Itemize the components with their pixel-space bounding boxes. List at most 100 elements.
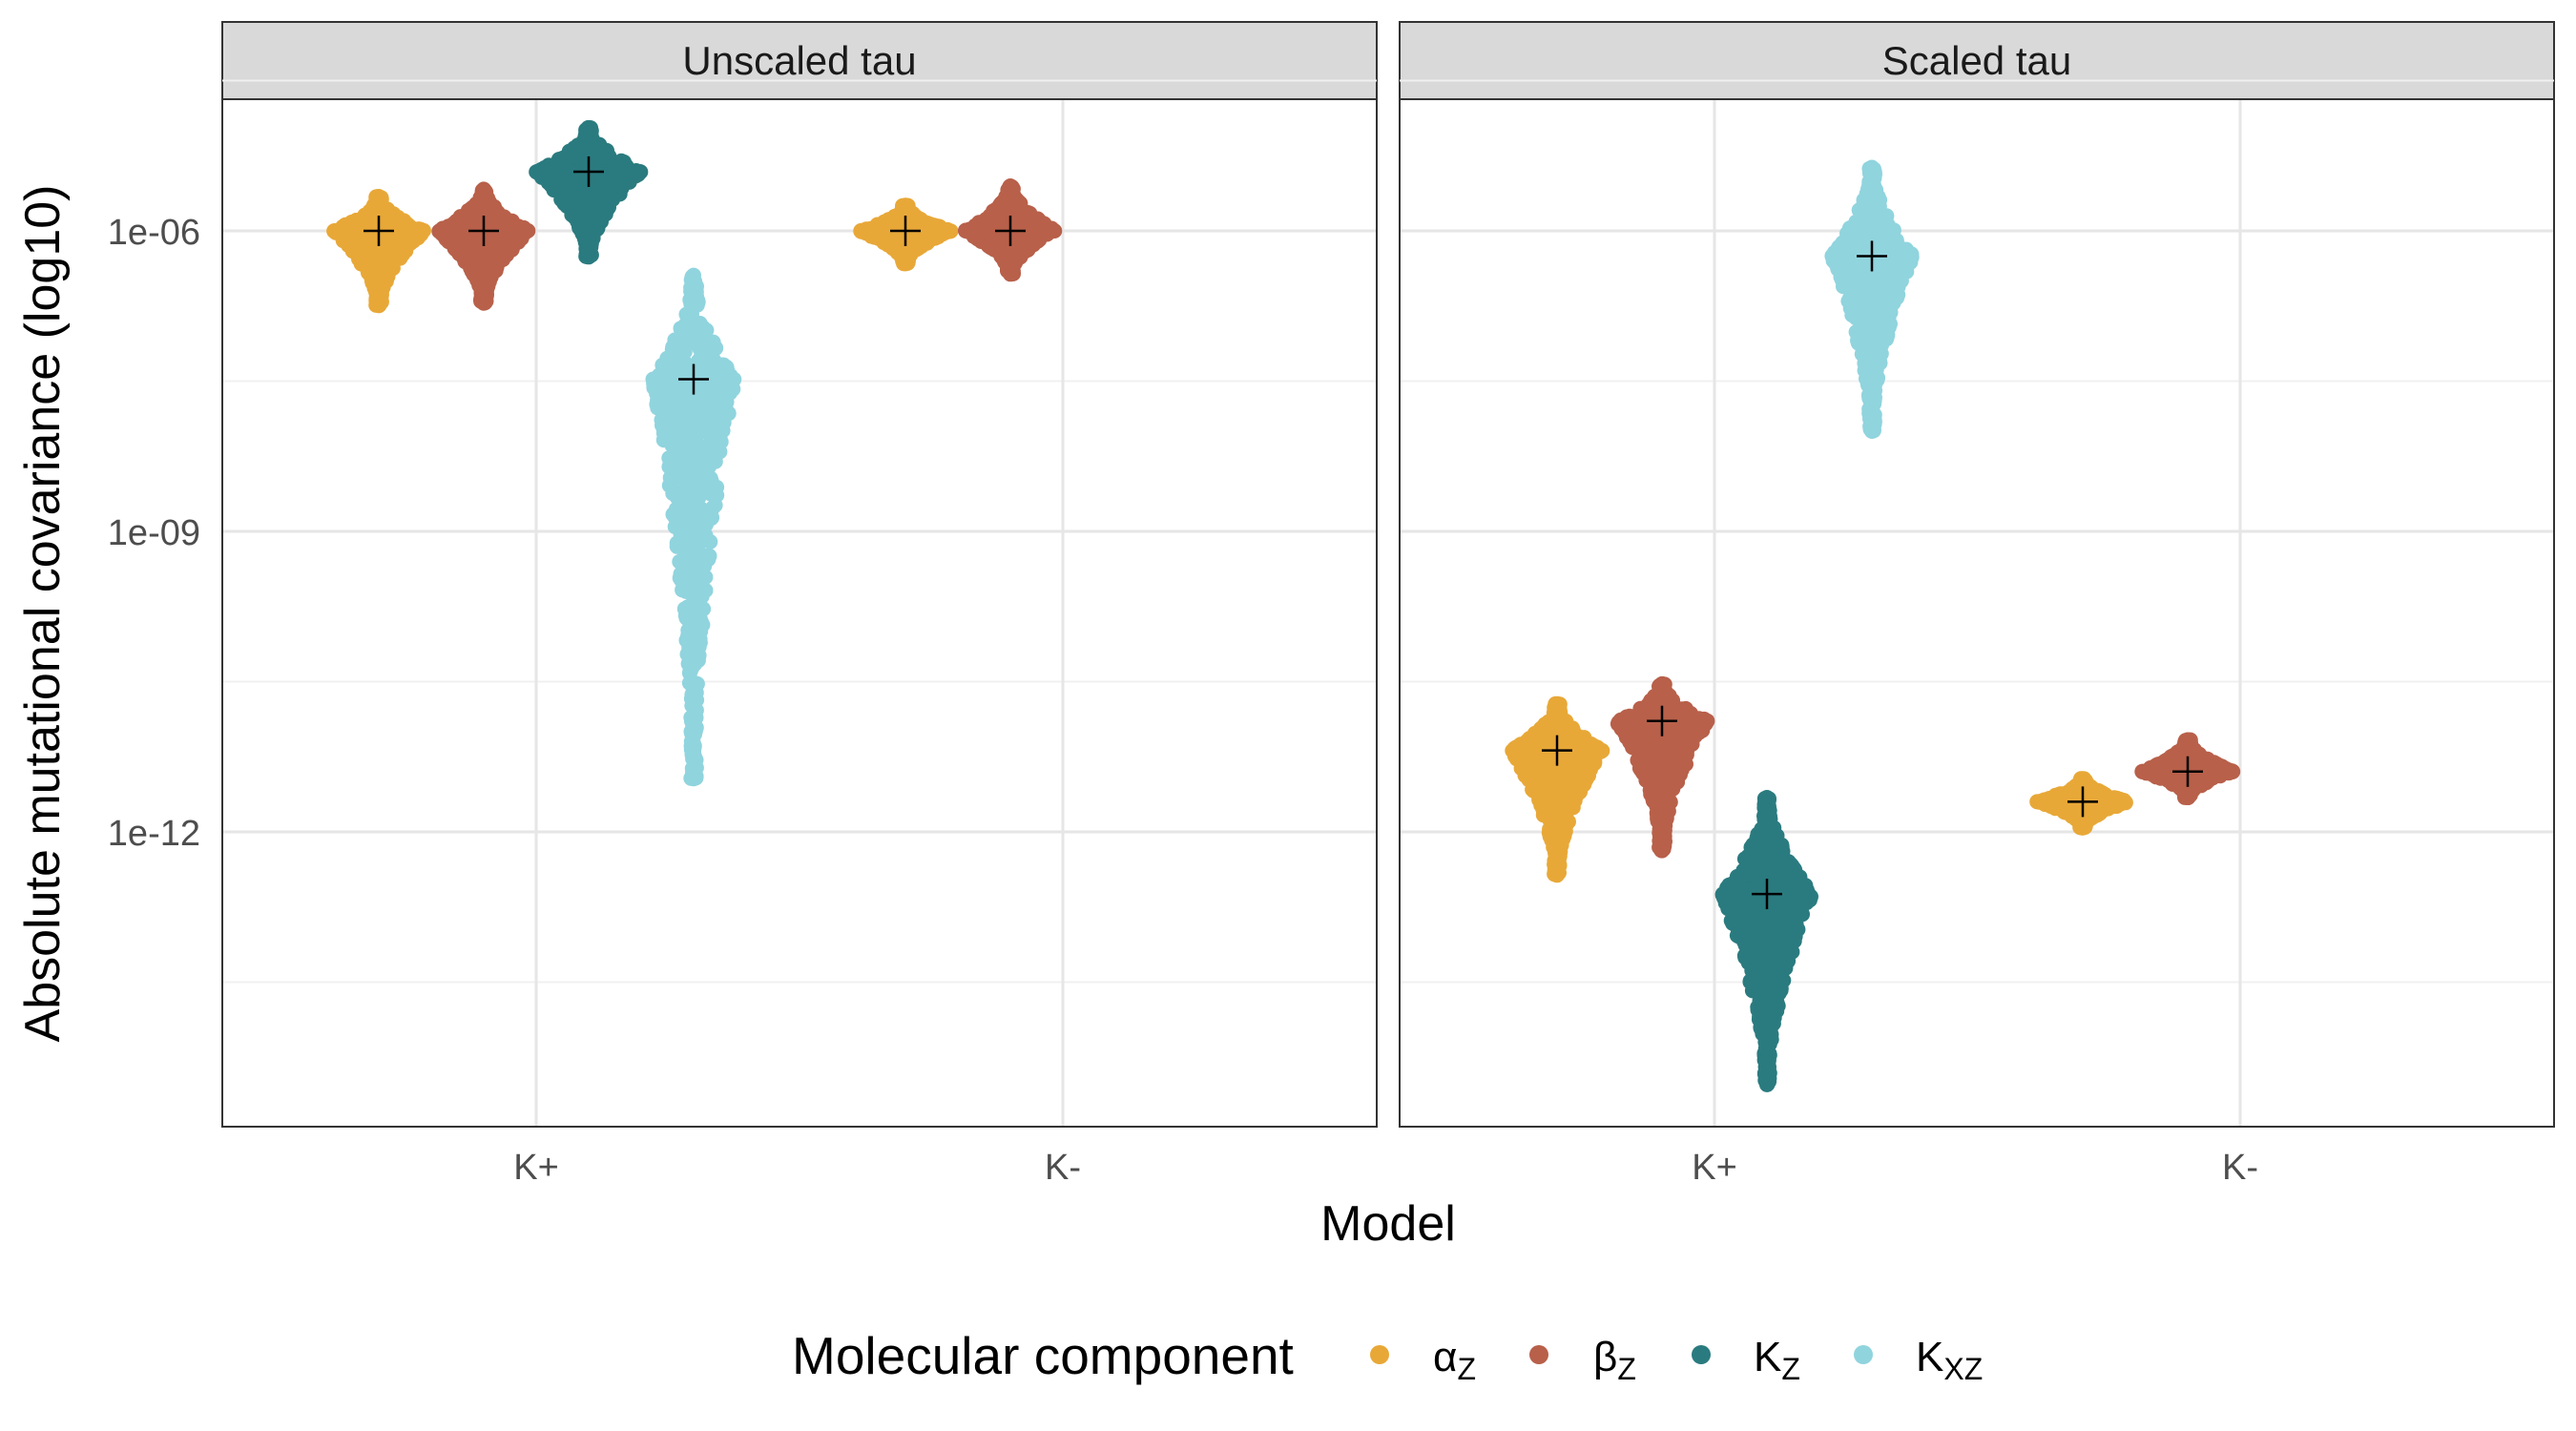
point-k-xz <box>702 533 718 550</box>
outlier-point <box>1003 266 1018 282</box>
strip-label: Scaled tau <box>1882 38 2071 83</box>
point-alpha-z <box>1548 831 1564 847</box>
point-k-xz <box>711 370 727 386</box>
point-k-xz <box>689 425 705 441</box>
point-k-xz <box>693 559 709 575</box>
point-alpha-z <box>347 234 364 250</box>
point-alpha-z <box>1517 767 1533 783</box>
point-beta-z <box>514 224 530 240</box>
outlier-point <box>686 267 701 283</box>
point-k-xz <box>687 719 703 736</box>
point-beta-z <box>470 259 487 276</box>
point-alpha-z <box>405 224 422 240</box>
point-k-xz <box>686 533 702 550</box>
outlier-point <box>581 249 596 265</box>
point-k-xz <box>690 631 706 647</box>
panel-scaled-tau: Scaled tau K+ K- <box>1399 21 2555 1188</box>
point-k-xz <box>684 306 699 322</box>
point-k-z <box>571 202 587 218</box>
point-beta-z <box>1009 249 1026 265</box>
panel-unscaled-tau: Unscaled tau K+ K- <box>221 21 1378 1188</box>
point-k-z <box>604 163 620 179</box>
point-k-xz <box>646 380 662 396</box>
point-k-xz <box>712 444 728 460</box>
point-k-xz <box>681 501 697 517</box>
point-k-xz <box>699 508 716 524</box>
point-k-z <box>561 143 577 159</box>
point-alpha-z <box>886 213 903 228</box>
strip-background <box>221 21 1378 100</box>
point-alpha-z <box>391 237 407 253</box>
point-alpha-z <box>938 223 954 238</box>
point-k-xz <box>659 350 675 366</box>
point-k-xz <box>687 693 702 709</box>
point-k-xz <box>684 747 700 762</box>
point-alpha-z <box>870 230 886 246</box>
point-k-z <box>628 163 644 178</box>
plot-background <box>1400 99 2554 1127</box>
point-alpha-z <box>1585 749 1601 765</box>
point-k-xz <box>655 425 672 442</box>
point-alpha-z <box>1527 725 1543 741</box>
point-k-z <box>598 187 614 203</box>
point-alpha-z <box>1561 757 1577 774</box>
point-k-xz <box>696 453 712 469</box>
point-beta-z <box>445 217 461 233</box>
point-alpha-z <box>1523 742 1539 758</box>
point-k-z <box>590 176 606 193</box>
point-beta-z <box>999 193 1015 209</box>
point-alpha-z <box>367 259 384 275</box>
outlier-point <box>581 119 596 135</box>
point-k-xz <box>680 580 696 596</box>
point-k-xz <box>703 412 719 428</box>
point-k-xz <box>671 459 686 475</box>
outlier-point <box>476 181 491 197</box>
outlier-point <box>371 298 386 314</box>
point-k-z <box>559 163 575 179</box>
point-alpha-z <box>1533 798 1549 813</box>
point-k-xz <box>655 404 672 421</box>
point-k-z <box>571 184 588 199</box>
point-beta-z <box>447 240 463 257</box>
point-k-xz <box>689 597 705 613</box>
x-tick-label: K+ <box>513 1148 559 1188</box>
point-beta-z <box>1022 224 1038 240</box>
point-beta-z <box>479 272 495 288</box>
point-k-xz <box>669 485 685 501</box>
outlier-point <box>476 295 491 311</box>
point-beta-z <box>486 202 502 218</box>
point-beta-z <box>990 206 1006 221</box>
point-k-z <box>571 219 588 236</box>
point-k-xz <box>669 535 685 551</box>
outlier-point <box>1549 695 1565 712</box>
x-tick-label: K- <box>1045 1148 1081 1188</box>
point-beta-z <box>1042 224 1057 240</box>
y-tick-label: 1e-09 <box>108 513 200 553</box>
point-alpha-z <box>1549 808 1566 824</box>
point-k-z <box>538 164 554 180</box>
point-alpha-z <box>370 242 386 259</box>
point-alpha-z <box>370 275 386 291</box>
outlier-point <box>1003 178 1018 194</box>
point-beta-z <box>973 223 989 239</box>
point-k-xz <box>702 486 718 502</box>
outlier-point <box>1549 867 1565 883</box>
point-alpha-z <box>387 210 404 226</box>
outlier-point <box>898 197 913 214</box>
y-axis-title: Absolute mutational covariance (log10) <box>15 185 71 1043</box>
point-k-xz <box>684 660 700 675</box>
point-k-xz <box>675 434 691 450</box>
point-alpha-z <box>1551 848 1568 864</box>
y-tick-label: 1e-06 <box>108 213 200 253</box>
outlier-point <box>686 771 701 787</box>
plot-background <box>222 99 1377 1127</box>
point-alpha-z <box>392 250 408 265</box>
outlier-point <box>898 256 913 272</box>
point-k-xz <box>680 404 696 421</box>
point-beta-z <box>458 228 474 244</box>
y-tick-label: 1e-12 <box>108 814 200 854</box>
point-beta-z <box>469 242 486 259</box>
point-k-xz <box>672 553 688 570</box>
outlier-point <box>371 189 386 204</box>
